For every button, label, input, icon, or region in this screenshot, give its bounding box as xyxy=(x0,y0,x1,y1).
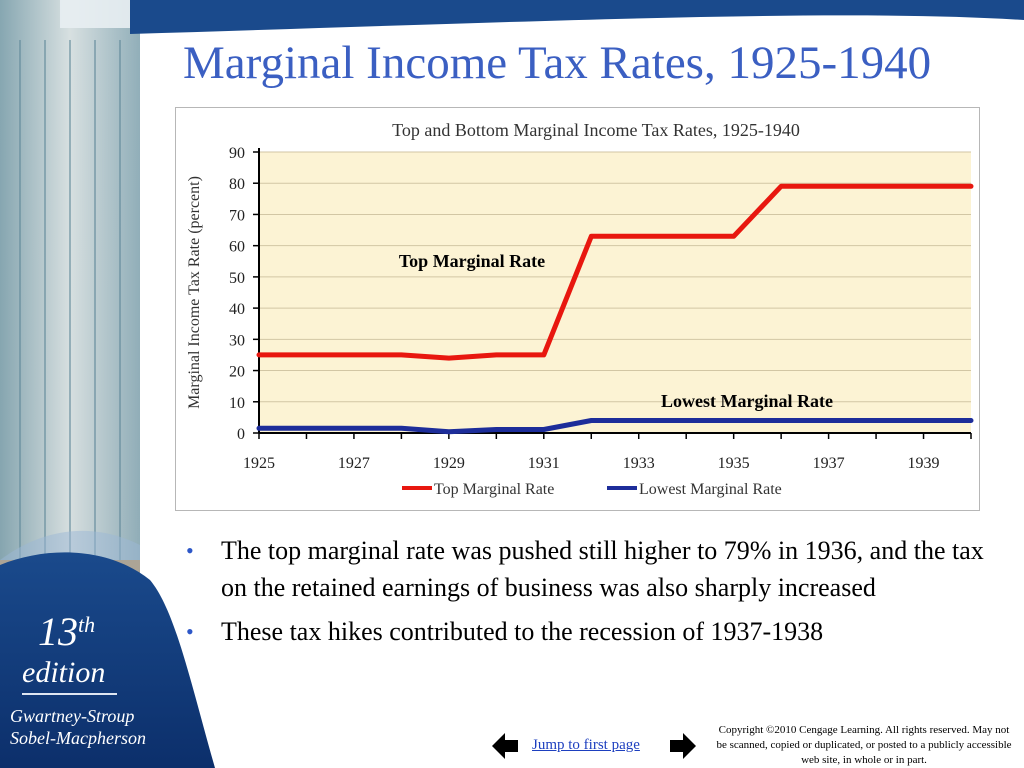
authors-line-2: Sobel-Macpherson xyxy=(10,728,146,748)
bullet-item: • The top marginal rate was pushed still … xyxy=(186,532,1006,606)
y-tick-label: 90 xyxy=(229,145,245,162)
bullet-dot-icon: • xyxy=(186,619,194,644)
arrow-left-icon[interactable] xyxy=(492,733,520,759)
y-tick-label: 80 xyxy=(229,176,245,193)
y-tick-label: 0 xyxy=(237,426,245,443)
top-decorative-strip xyxy=(130,0,1024,34)
x-tick-label: 1931 xyxy=(528,455,560,472)
jump-to-first-page-link[interactable]: Jump to first page xyxy=(532,737,640,753)
chart-title: Top and Bottom Marginal Income Tax Rates… xyxy=(392,120,800,140)
legend-label: Top Marginal Rate xyxy=(434,481,554,498)
y-tick-label: 20 xyxy=(229,364,245,381)
left-decorative-panel xyxy=(0,0,215,768)
y-axis-label: Marginal Income Tax Rate (percent) xyxy=(186,176,203,409)
annotation-lowest-marginal-rate: Lowest Marginal Rate xyxy=(661,391,833,411)
y-tick-label: 50 xyxy=(229,270,245,287)
legend-label: Lowest Marginal Rate xyxy=(639,481,782,498)
bullet-list: • The top marginal rate was pushed still … xyxy=(186,532,1006,657)
series-line-lowest-marginal-rate xyxy=(256,418,974,435)
bullet-item: • These tax hikes contributed to the rece… xyxy=(186,613,1006,650)
plot-area xyxy=(259,152,971,433)
annotation-top-marginal-rate: Top Marginal Rate xyxy=(399,251,545,271)
copyright-notice: Copyright ©2010 Cengage Learning. All ri… xyxy=(716,724,1012,766)
bullet-text: These tax hikes contributed to the reces… xyxy=(221,617,824,646)
edition-label: edition xyxy=(22,656,106,689)
y-tick-label: 30 xyxy=(229,332,245,349)
line-chart: 0 10 20 30 40 50 60 70 80 90 1925 1927 1929 1931 1933 1… xyxy=(186,120,974,498)
y-tick-label: 10 xyxy=(229,395,245,412)
x-tick-label: 1929 xyxy=(433,455,465,472)
arrow-right-icon[interactable] xyxy=(668,733,696,759)
edition-suffix: th xyxy=(78,612,96,637)
bullet-dot-icon: • xyxy=(186,538,194,563)
x-tick-label: 1937 xyxy=(813,455,845,472)
y-tick-label: 70 xyxy=(229,207,245,224)
series-line-top-marginal-rate xyxy=(256,183,974,361)
authors-line-1: Gwartney-Stroup xyxy=(10,706,135,726)
edition-divider xyxy=(22,693,117,695)
y-tick-label: 40 xyxy=(229,301,245,318)
slide-title: Marginal Income Tax Rates, 1925-1940 xyxy=(183,37,932,89)
x-tick-label: 1939 xyxy=(908,455,940,472)
x-tick-label: 1925 xyxy=(243,455,275,472)
x-tick-label: 1933 xyxy=(623,455,655,472)
x-tick-label: 1935 xyxy=(718,455,750,472)
edition-number: 13th xyxy=(38,609,96,654)
y-tick-label: 60 xyxy=(229,239,245,256)
bullet-text: The top marginal rate was pushed still h… xyxy=(221,536,984,602)
authors: Gwartney-Stroup Sobel-Macpherson xyxy=(10,705,146,749)
chart-container: 0 10 20 30 40 50 60 70 80 90 1925 1927 1929 1931 1933 1… xyxy=(175,107,980,511)
x-tick-label: 1927 xyxy=(338,455,370,472)
